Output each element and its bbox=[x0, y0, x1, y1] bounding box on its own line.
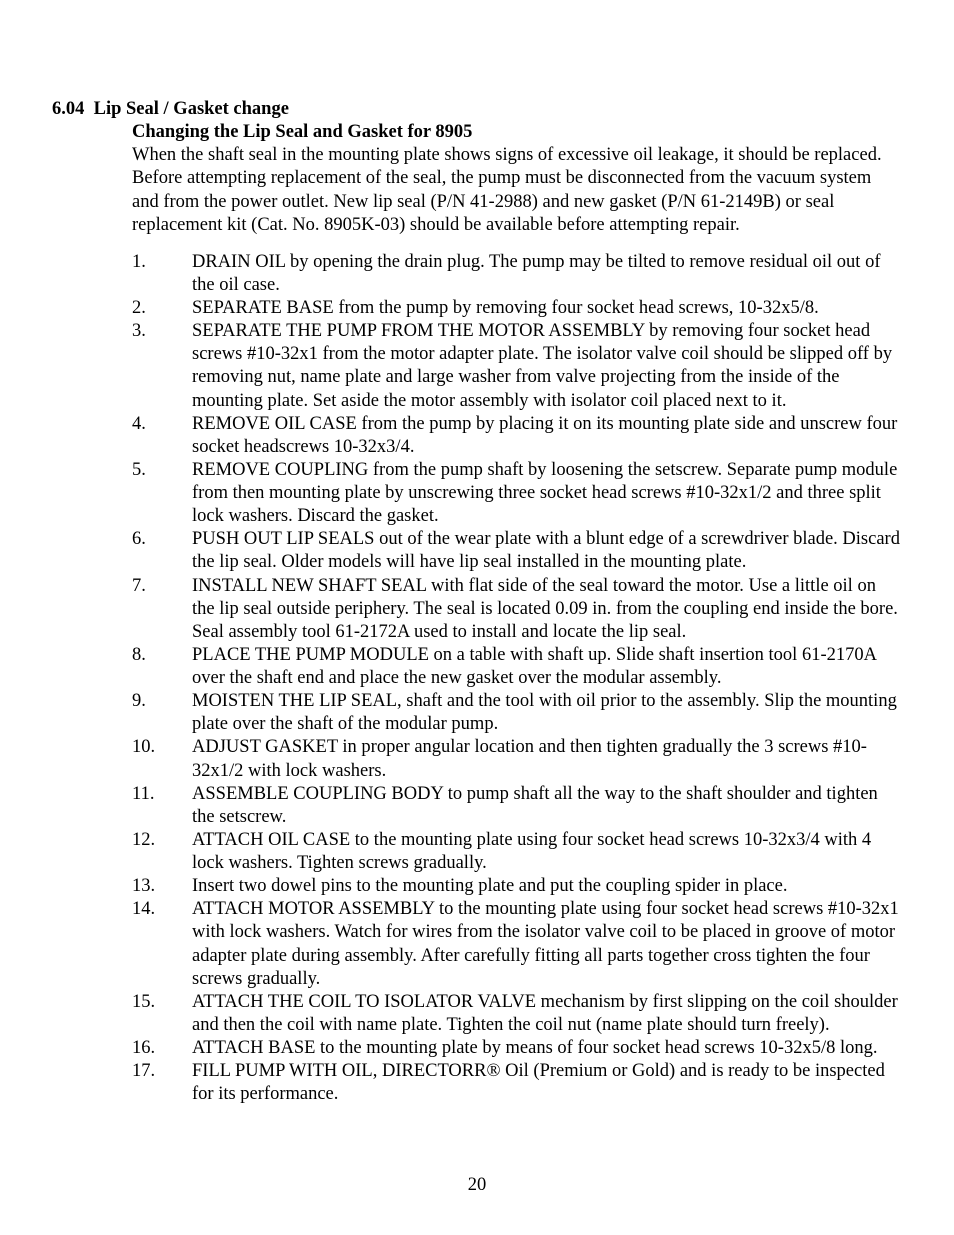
list-item: 5.REMOVE COUPLING from the pump shaft by… bbox=[132, 459, 902, 528]
list-item: 14.ATTACH MOTOR ASSEMBLY to the mounting… bbox=[132, 898, 902, 991]
step-text: ASSEMBLE COUPLING BODY to pump shaft all… bbox=[192, 783, 902, 829]
step-number: 16. bbox=[132, 1037, 192, 1060]
section-title: Lip Seal / Gasket change bbox=[94, 99, 289, 119]
step-text: PLACE THE PUMP MODULE on a table with sh… bbox=[192, 644, 902, 690]
step-text: ATTACH OIL CASE to the mounting plate us… bbox=[192, 829, 902, 875]
list-item: 11.ASSEMBLE COUPLING BODY to pump shaft … bbox=[132, 783, 902, 829]
step-text: SEPARATE THE PUMP FROM THE MOTOR ASSEMBL… bbox=[192, 320, 902, 413]
intro-paragraph: When the shaft seal in the mounting plat… bbox=[132, 144, 902, 237]
step-number: 5. bbox=[132, 459, 192, 482]
step-number: 6. bbox=[132, 528, 192, 551]
list-item: 6.PUSH OUT LIP SEALS out of the wear pla… bbox=[132, 528, 902, 574]
page: 6.04 Lip Seal / Gasket change Changing t… bbox=[0, 0, 954, 1235]
section-heading: 6.04 Lip Seal / Gasket change bbox=[52, 98, 902, 121]
sub-heading: Changing the Lip Seal and Gasket for 890… bbox=[132, 121, 902, 144]
steps-list: 1.DRAIN OIL by opening the drain plug. T… bbox=[132, 251, 902, 1107]
step-number: 9. bbox=[132, 690, 192, 713]
list-item: 7.INSTALL NEW SHAFT SEAL with flat side … bbox=[132, 575, 902, 644]
list-item: 3.SEPARATE THE PUMP FROM THE MOTOR ASSEM… bbox=[132, 320, 902, 413]
step-number: 4. bbox=[132, 413, 192, 436]
step-number: 13. bbox=[132, 875, 192, 898]
list-item: 13.Insert two dowel pins to the mounting… bbox=[132, 875, 902, 898]
step-number: 11. bbox=[132, 783, 192, 806]
list-item: 1.DRAIN OIL by opening the drain plug. T… bbox=[132, 251, 902, 297]
step-number: 2. bbox=[132, 297, 192, 320]
step-number: 15. bbox=[132, 991, 192, 1014]
section-number: 6.04 bbox=[52, 99, 84, 119]
list-item: 9.MOISTEN THE LIP SEAL, shaft and the to… bbox=[132, 690, 902, 736]
step-text: DRAIN OIL by opening the drain plug. The… bbox=[192, 251, 902, 297]
step-number: 12. bbox=[132, 829, 192, 852]
step-text: REMOVE COUPLING from the pump shaft by l… bbox=[192, 459, 902, 528]
step-text: ATTACH MOTOR ASSEMBLY to the mounting pl… bbox=[192, 898, 902, 991]
step-number: 1. bbox=[132, 251, 192, 274]
step-number: 8. bbox=[132, 644, 192, 667]
list-item: 8.PLACE THE PUMP MODULE on a table with … bbox=[132, 644, 902, 690]
step-number: 17. bbox=[132, 1060, 192, 1083]
step-text: ATTACH THE COIL TO ISOLATOR VALVE mechan… bbox=[192, 991, 902, 1037]
list-item: 2.SEPARATE BASE from the pump by removin… bbox=[132, 297, 902, 320]
list-item: 17.FILL PUMP WITH OIL, DIRECTORR® Oil (P… bbox=[132, 1060, 902, 1106]
step-number: 14. bbox=[132, 898, 192, 921]
step-text: PUSH OUT LIP SEALS out of the wear plate… bbox=[192, 528, 902, 574]
step-number: 10. bbox=[132, 736, 192, 759]
spacer bbox=[52, 237, 902, 251]
page-number: 20 bbox=[0, 1174, 954, 1197]
step-number: 7. bbox=[132, 575, 192, 598]
step-text: Insert two dowel pins to the mounting pl… bbox=[192, 875, 902, 898]
step-text: REMOVE OIL CASE from the pump by placing… bbox=[192, 413, 902, 459]
step-text: INSTALL NEW SHAFT SEAL with flat side of… bbox=[192, 575, 902, 644]
list-item: 4.REMOVE OIL CASE from the pump by placi… bbox=[132, 413, 902, 459]
step-text: ADJUST GASKET in proper angular location… bbox=[192, 736, 902, 782]
list-item: 10.ADJUST GASKET in proper angular locat… bbox=[132, 736, 902, 782]
step-text: ATTACH BASE to the mounting plate by mea… bbox=[192, 1037, 902, 1060]
list-item: 16.ATTACH BASE to the mounting plate by … bbox=[132, 1037, 902, 1060]
step-text: MOISTEN THE LIP SEAL, shaft and the tool… bbox=[192, 690, 902, 736]
list-item: 12.ATTACH OIL CASE to the mounting plate… bbox=[132, 829, 902, 875]
step-text: SEPARATE BASE from the pump by removing … bbox=[192, 297, 902, 320]
step-text: FILL PUMP WITH OIL, DIRECTORR® Oil (Prem… bbox=[192, 1060, 902, 1106]
list-item: 15.ATTACH THE COIL TO ISOLATOR VALVE mec… bbox=[132, 991, 902, 1037]
step-number: 3. bbox=[132, 320, 192, 343]
